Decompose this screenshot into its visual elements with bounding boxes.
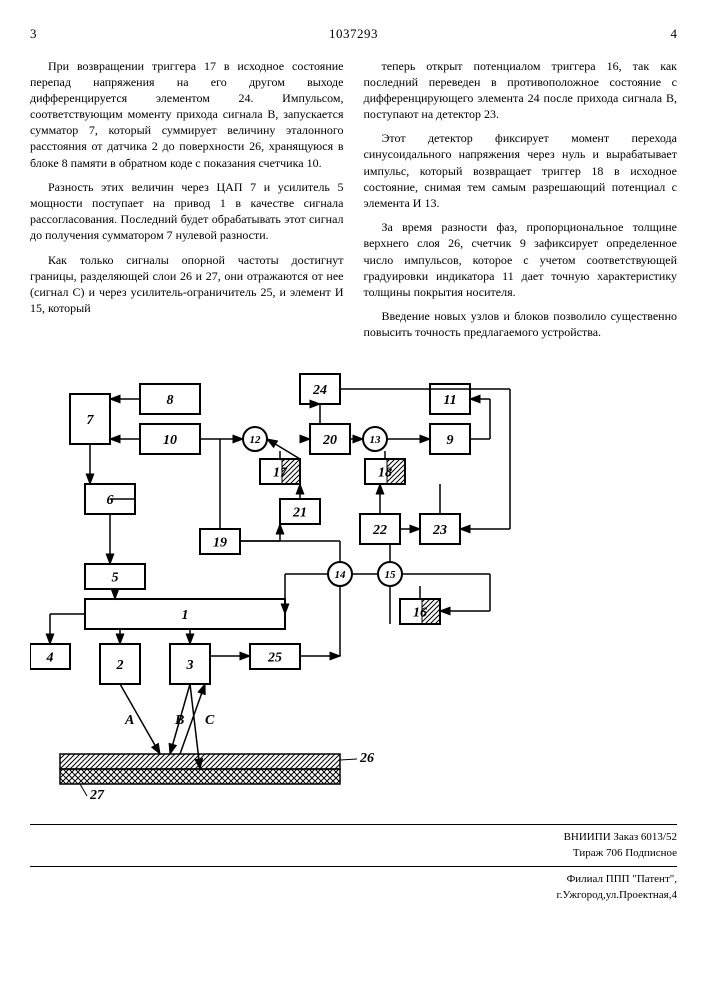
footer-line: Тираж 706 Подписное: [30, 845, 677, 862]
right-column: теперь открыт потенциалом триггера 16, т…: [364, 58, 678, 349]
svg-text:2: 2: [116, 658, 124, 673]
svg-text:27: 27: [89, 788, 105, 803]
svg-text:22: 22: [372, 523, 387, 538]
footer-line: ВНИИПИ Заказ 6013/52: [30, 829, 677, 846]
svg-text:20: 20: [322, 433, 337, 448]
para: Введение новых узлов и блоков позволило …: [364, 308, 678, 340]
footer-line: г.Ужгород,ул.Проектная,4: [30, 887, 677, 904]
svg-text:11: 11: [443, 393, 456, 408]
para: За время разности фаз, пропорциональное …: [364, 219, 678, 300]
svg-text:21: 21: [292, 505, 307, 520]
svg-text:14: 14: [335, 569, 347, 581]
left-column: При возвращении триггера 17 в исходное с…: [30, 58, 344, 349]
footer: ВНИИПИ Заказ 6013/52 Тираж 706 Подписное…: [30, 824, 677, 904]
svg-text:12: 12: [250, 434, 262, 446]
para: При возвращении триггера 17 в исходное с…: [30, 58, 344, 171]
svg-text:17: 17: [273, 465, 288, 480]
svg-text:10: 10: [163, 433, 177, 448]
diagram-svg: 7810241120917186211922235116423251213141…: [30, 364, 550, 804]
svg-text:C: C: [205, 713, 215, 728]
svg-text:19: 19: [213, 535, 227, 550]
svg-text:18: 18: [378, 465, 392, 480]
block-diagram: 7810241120917186211922235116423251213141…: [30, 364, 677, 804]
svg-text:5: 5: [112, 570, 119, 585]
page-num-left: 3: [30, 25, 37, 43]
svg-text:7: 7: [87, 413, 95, 428]
para: теперь открыт потенциалом триггера 16, т…: [364, 58, 678, 123]
para: Этот детектор фиксирует момент перехода …: [364, 130, 678, 211]
svg-text:24: 24: [312, 383, 327, 398]
page-header: 3 1037293 4: [30, 25, 677, 43]
svg-text:26: 26: [359, 751, 374, 766]
doc-number: 1037293: [329, 25, 378, 43]
para: Как только сигналы опорной частоты дости…: [30, 252, 344, 317]
para: Разность этих величин через ЦАП 7 и усил…: [30, 179, 344, 244]
svg-text:A: A: [124, 713, 134, 728]
svg-text:4: 4: [46, 650, 54, 665]
svg-text:15: 15: [385, 569, 397, 581]
footer-line: Филиал ППП "Патент",: [30, 871, 677, 888]
svg-text:8: 8: [167, 393, 174, 408]
svg-text:25: 25: [267, 650, 282, 665]
svg-text:23: 23: [432, 523, 447, 538]
svg-text:B: B: [174, 713, 184, 728]
svg-text:1: 1: [182, 608, 189, 623]
svg-text:9: 9: [447, 433, 454, 448]
page-num-right: 4: [671, 25, 678, 43]
svg-text:6: 6: [107, 493, 114, 508]
svg-text:3: 3: [186, 658, 194, 673]
text-columns: При возвращении триггера 17 в исходное с…: [30, 58, 677, 349]
svg-text:16: 16: [413, 605, 427, 620]
svg-text:13: 13: [370, 434, 382, 446]
